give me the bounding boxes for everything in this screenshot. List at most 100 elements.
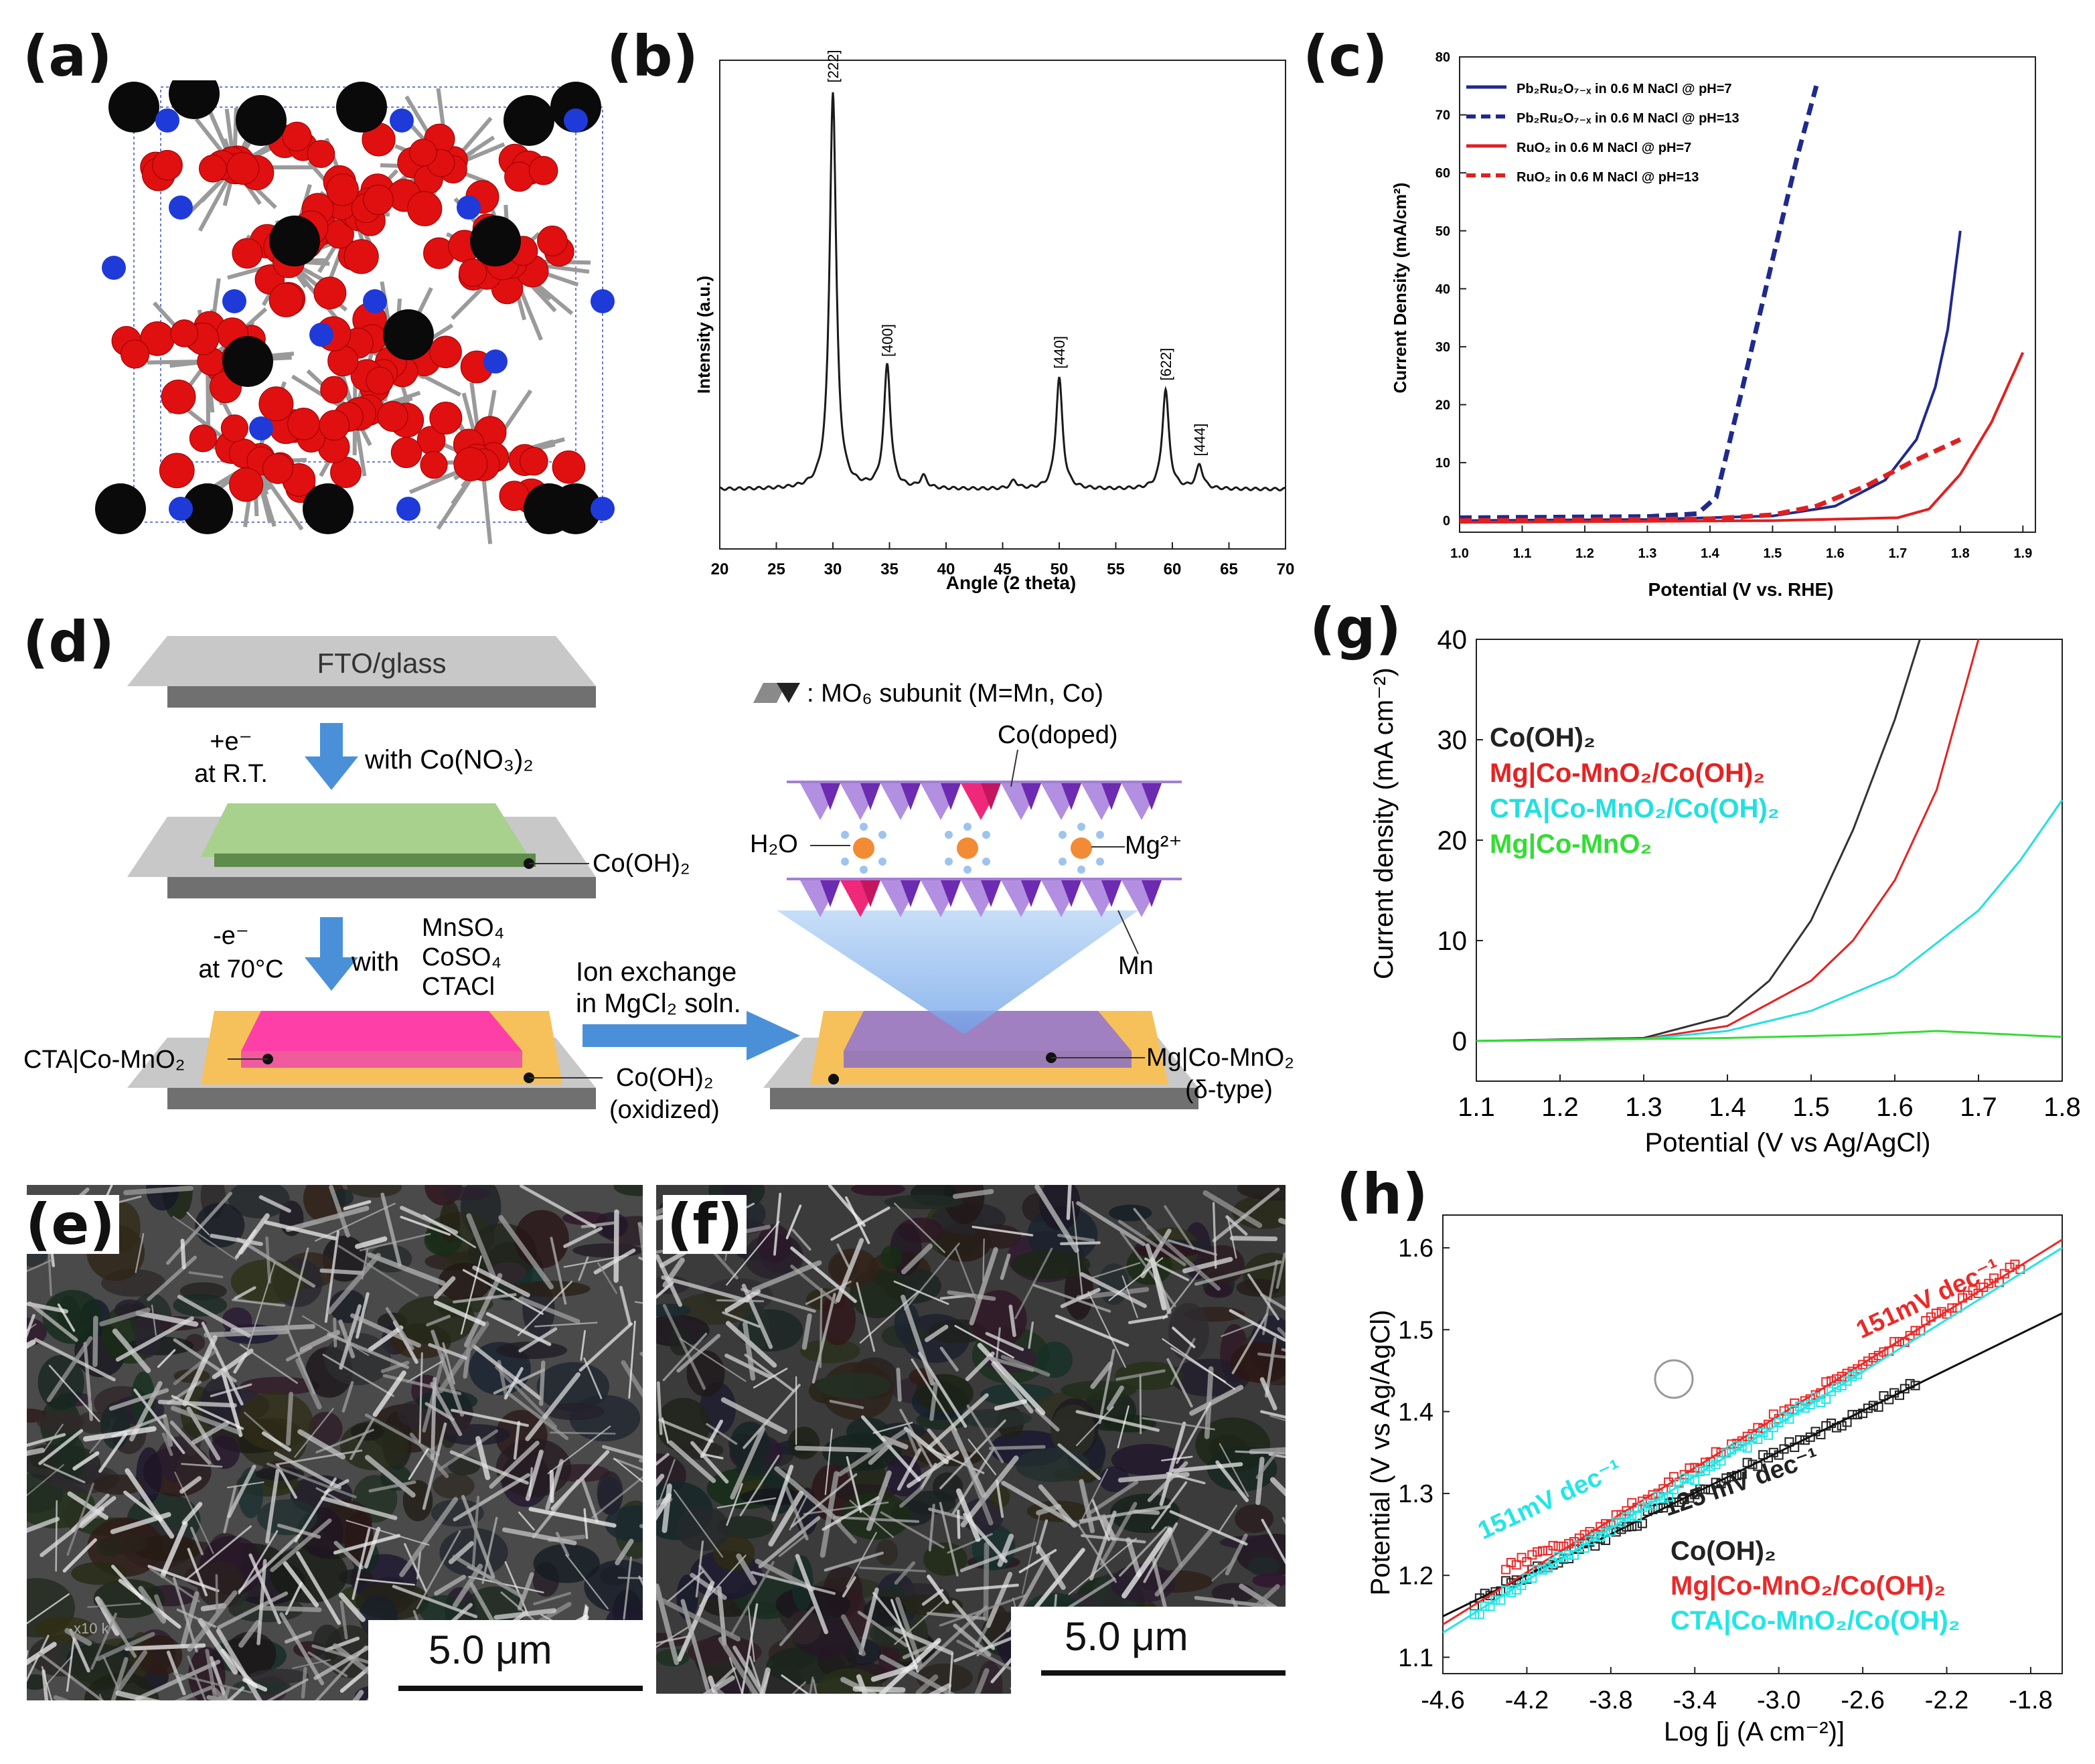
tafel-marker: [1501, 1565, 1511, 1575]
crystal-structure: [95, 80, 615, 544]
tafel-marker: [1868, 1353, 1878, 1363]
sem-pore: [195, 1202, 245, 1248]
sem-pore: [533, 1544, 600, 1583]
oxygen-atom: [390, 436, 422, 469]
top-layer-octahedron-face: [981, 783, 1001, 810]
bottom-layer-octahedron-face: [860, 880, 880, 907]
sem-flake: [1028, 1321, 1034, 1349]
sem-flake: [791, 1228, 811, 1251]
sem-pore: [1232, 1195, 1286, 1229]
sem-pore: [344, 1512, 374, 1565]
sem-flake: [200, 1603, 227, 1611]
sem-flake: [1128, 1315, 1168, 1324]
sem-flake: [352, 1528, 371, 1600]
sem-flake: [927, 1428, 951, 1458]
sem-flake: [881, 1435, 909, 1450]
sem-flake: [471, 1344, 542, 1400]
x-tick-label: -3.0: [1757, 1686, 1800, 1714]
x-tick-label: 20: [711, 560, 729, 578]
y-tick-label: 0: [1452, 1027, 1467, 1056]
sem-flake: [966, 1404, 1004, 1463]
sem-flake: [27, 1301, 78, 1342]
mo6-legend: [753, 683, 800, 703]
co-doped-leader: [1010, 749, 1018, 787]
sem-flake: [162, 1414, 173, 1447]
sem-flake: [601, 1445, 643, 1459]
sem-flake: [1089, 1480, 1139, 1514]
tafel-marker: [1470, 1609, 1480, 1619]
sem-flake: [55, 1500, 58, 1572]
sem-flake: [852, 1686, 906, 1693]
sem-flake: [1126, 1537, 1142, 1577]
sem-pore: [240, 1376, 320, 1395]
sem-flake: [27, 1516, 60, 1533]
sem-flake: [613, 1458, 643, 1484]
x-tick-label: 35: [880, 560, 899, 578]
sem-flake: [578, 1256, 589, 1281]
sem-flake: [928, 1683, 951, 1694]
oxygen-atom: [161, 379, 196, 414]
sem-flake: [1055, 1314, 1130, 1347]
tafel-marker: [1853, 1369, 1863, 1379]
oxygen-atom: [189, 424, 217, 453]
scale-text-e: 5.0 μm: [429, 1627, 552, 1672]
sem-flake: [824, 1428, 833, 1496]
tafel-marker: [1601, 1528, 1611, 1538]
sem-flake: [615, 1538, 634, 1566]
sem-flake: [811, 1293, 836, 1384]
xrd-peak-label: [444]: [1192, 423, 1209, 456]
tafel-marker: [1805, 1400, 1815, 1410]
sem-pore: [820, 1292, 856, 1346]
sem-flake: [743, 1384, 801, 1449]
sem-flake: [42, 1423, 64, 1453]
sem-flake: [238, 1619, 261, 1648]
sem-flake: [1060, 1287, 1101, 1308]
tafel-marker: [1637, 1496, 1647, 1506]
sem-flake: [824, 1551, 884, 1572]
sem-flake: [364, 1455, 416, 1498]
sem-flake: [987, 1356, 1034, 1372]
sem-pore: [99, 1534, 147, 1554]
sem-flake: [1008, 1304, 1016, 1338]
xrd-peak-label: [222]: [825, 50, 842, 83]
lead-atom: [108, 82, 159, 133]
y-tick-label: 30: [1438, 726, 1468, 755]
mn-label: Mn: [1118, 952, 1154, 980]
sem-flake: [732, 1646, 765, 1694]
sem-flake: [951, 1600, 996, 1650]
tafel-marker: [1748, 1459, 1758, 1469]
sem-flake: [186, 1212, 210, 1236]
sem-flake: [578, 1322, 633, 1372]
tafel-marker: [1506, 1558, 1516, 1568]
sem-flake: [903, 1242, 960, 1311]
lsv-g-legend: Co(OH)₂ Mg|Co-MnO₂/Co(OH)₂ CTA|Co-MnO₂/C…: [1490, 723, 1780, 859]
sem-image-f: 5.0 μm: [656, 1185, 1286, 1694]
sem-flake: [661, 1417, 670, 1444]
sem-flake: [416, 1551, 422, 1580]
tafel-marker: [1537, 1546, 1547, 1556]
sem-flake: [367, 1252, 446, 1286]
lsv-c-xlabel: Potential (V vs. RHE): [1648, 579, 1834, 600]
sem-flake: [27, 1641, 57, 1666]
step2-temp: at 70°C: [198, 955, 283, 983]
tafel-marker: [1506, 1578, 1516, 1588]
sem-pore: [1099, 1466, 1130, 1492]
sem-flake: [996, 1327, 1001, 1360]
tafel-legend: Co(OH)₂ Mg|Co-MnO₂/Co(OH)₂ CTA|Co-MnO₂/C…: [1671, 1536, 1960, 1635]
top-layer-edge: [787, 781, 1182, 783]
sem-flake: [98, 1432, 128, 1473]
step2-reagent-1: MnSO₄: [422, 914, 504, 942]
top-layer-octahedron-face: [1061, 783, 1081, 810]
sem-pore: [1036, 1342, 1073, 1378]
y-tick-label: 20: [1436, 398, 1450, 413]
sem-flake: [673, 1489, 724, 1558]
sem-pore: [545, 1402, 605, 1421]
sem-flake: [656, 1254, 683, 1307]
sem-flake: [463, 1273, 503, 1348]
sem-flake: [720, 1397, 787, 1435]
sem-flake: [181, 1591, 200, 1646]
tafel-marker: [1742, 1431, 1752, 1441]
y-tick-label: 1.4: [1398, 1398, 1433, 1427]
sem-flake: [324, 1230, 339, 1324]
sem-flake: [433, 1276, 456, 1299]
